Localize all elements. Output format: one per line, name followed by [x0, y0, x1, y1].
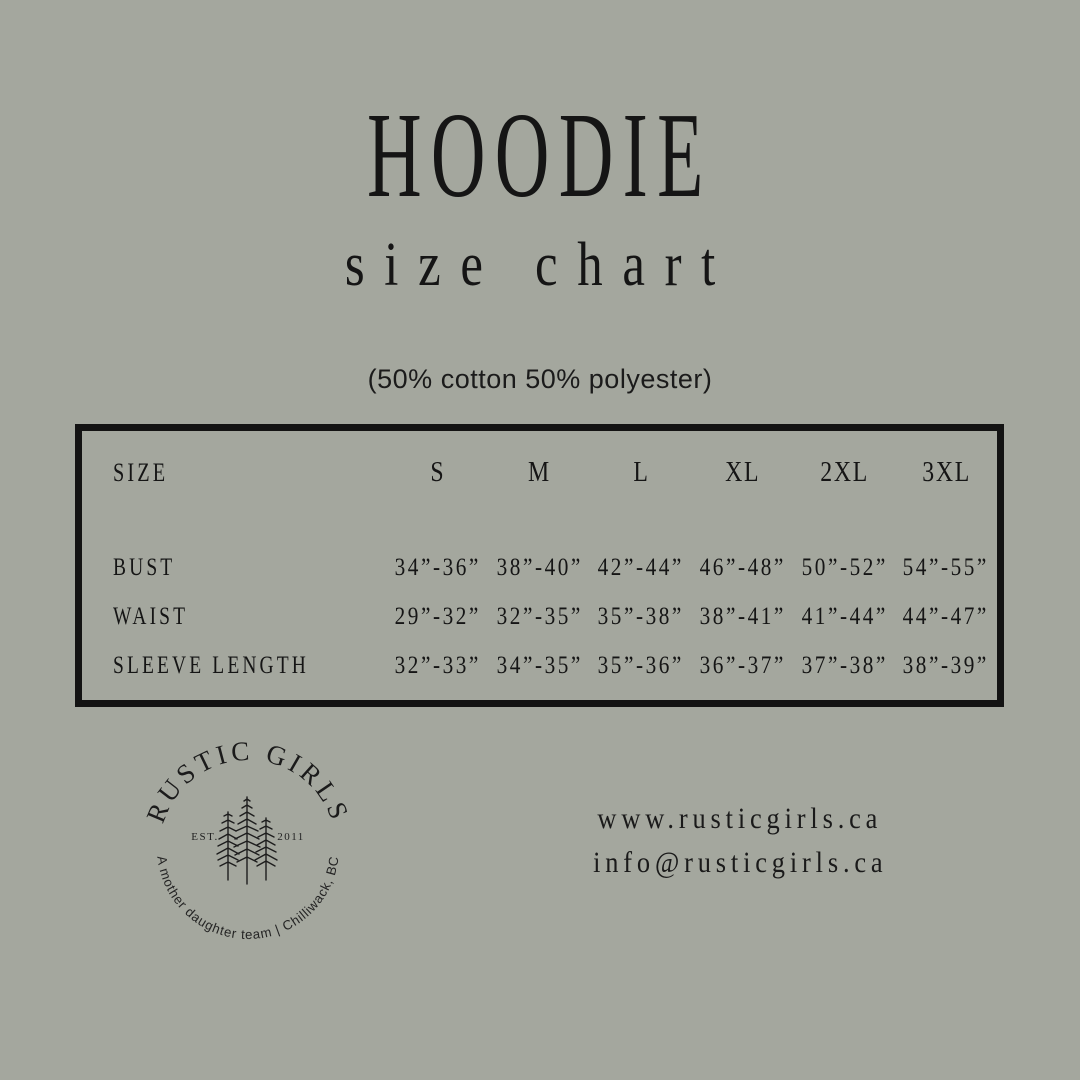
page-title: HOODIE: [0, 88, 1080, 225]
row-label: BUST: [113, 553, 176, 581]
pine-tree-icon: [254, 817, 278, 881]
table-cell: 37”-38”: [801, 651, 888, 679]
column-header-2xl: 2XL: [820, 457, 869, 488]
table-cell: 32”-35”: [496, 602, 583, 630]
table-cell: 35”-38”: [598, 602, 685, 630]
established-year: 2011: [277, 831, 305, 843]
table-cell: 46”-48”: [699, 553, 786, 581]
table-cell: 34”-36”: [394, 553, 481, 581]
material-note: (50% cotton 50% polyester): [367, 364, 713, 394]
table-row-waist: WAIST 29”-32” 32”-35” 35”-38” 38”-41” 41…: [82, 592, 997, 641]
tagline-arc-text: A mother daughter team | Chilliwack, BC: [154, 855, 341, 942]
table-cell: 44”-47”: [903, 602, 990, 630]
pine-tree-icon: [216, 811, 240, 881]
page-subtitle-text: size chart: [344, 231, 736, 299]
table-cell: 38”-41”: [699, 602, 786, 630]
table-cell: 35”-36”: [598, 651, 685, 679]
website-text: www.rusticgirls.ca: [597, 802, 883, 835]
table-cell: 34”-35”: [496, 651, 583, 679]
row-header-label: SIZE: [113, 458, 169, 487]
column-header-s: S: [430, 457, 446, 488]
table-row-sleeve-length: SLEEVE LENGTH 32”-33” 34”-35” 35”-36” 36…: [82, 641, 997, 690]
table-cell: 32”-33”: [394, 651, 481, 679]
table-cell: 41”-44”: [801, 602, 888, 630]
column-header-xl: XL: [725, 457, 761, 488]
column-header-m: M: [528, 457, 551, 488]
table-cell: 50”-52”: [801, 553, 888, 581]
table-cell: 38”-40”: [496, 553, 583, 581]
column-header-l: L: [633, 457, 650, 488]
email-text: info@rusticgirls.ca: [592, 846, 888, 879]
page-subtitle: size chart: [0, 230, 1080, 301]
table-cell: 29”-32”: [394, 602, 481, 630]
row-label: SLEEVE LENGTH: [113, 651, 309, 679]
pine-tree-icon: [233, 796, 261, 885]
contact-block: www.rusticgirls.ca info@rusticgirls.ca: [520, 797, 960, 885]
established-prefix: EST.: [191, 831, 219, 843]
size-table: SIZE S M L XL 2XL 3XL BUST 34”-36” 38”-4…: [75, 424, 1004, 707]
table-header-row: SIZE S M L XL 2XL 3XL: [82, 455, 997, 491]
table-cell: 42”-44”: [598, 553, 685, 581]
brand-logo: RUSTIC GIRLS A mother daughter team | Ch…: [140, 736, 351, 943]
table-row-bust: BUST 34”-36” 38”-40” 42”-44” 46”-48” 50”…: [82, 543, 997, 592]
table-cell: 54”-55”: [903, 553, 990, 581]
column-header-3xl: 3XL: [921, 457, 971, 488]
row-label: WAIST: [113, 602, 189, 630]
table-cell: 36”-37”: [699, 651, 786, 679]
page-title-text: HOODIE: [367, 88, 713, 223]
table-cell: 38”-39”: [903, 651, 990, 679]
